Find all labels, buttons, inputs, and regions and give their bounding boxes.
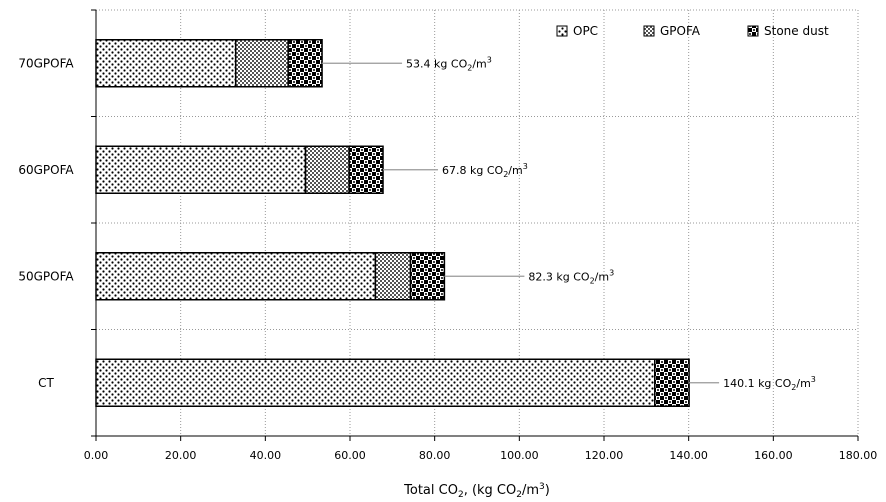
bar-segment-stone-dust xyxy=(654,358,690,407)
x-tick-label: 140.00 xyxy=(669,449,708,462)
y-category-label: 60GPOFA xyxy=(18,163,74,177)
annotation-label: 140.1 kg CO2/m3 xyxy=(723,375,816,392)
y-category-label: CT xyxy=(38,376,54,390)
bar-segment-gpofa xyxy=(304,145,350,194)
x-tick-label: 120.00 xyxy=(585,449,624,462)
x-tick-label: 80.00 xyxy=(419,449,451,462)
x-tick-label: 160.00 xyxy=(754,449,793,462)
bar-segment-stone-dust xyxy=(287,39,323,88)
bar-segment-stone-dust xyxy=(409,252,446,301)
bar-segment-gpofa xyxy=(374,252,412,301)
bar-segment-stone-dust xyxy=(348,145,384,194)
annotation-label: 67.8 kg CO2/m3 xyxy=(442,162,528,179)
x-tick-label: 100.00 xyxy=(500,449,539,462)
bar-segment-gpofa xyxy=(234,39,289,88)
legend-swatch xyxy=(556,25,568,37)
annotation-label: 53.4 kg CO2/m3 xyxy=(406,55,492,72)
bar-segment-opc xyxy=(95,145,307,194)
x-axis-title: Total CO2, (kg CO2/m3) xyxy=(403,482,550,500)
x-tick-label: 60.00 xyxy=(334,449,366,462)
legend-label: Stone dust xyxy=(764,24,829,38)
x-tick-label: 20.00 xyxy=(165,449,197,462)
x-tick-label: 0.00 xyxy=(84,449,109,462)
y-category-label: 70GPOFA xyxy=(18,56,74,70)
legend-swatch xyxy=(747,25,759,37)
bar-segment-opc xyxy=(95,358,656,407)
y-category-label: 50GPOFA xyxy=(18,269,74,283)
annotation-label: 82.3 kg CO2/m3 xyxy=(528,268,614,285)
bar-segment-opc xyxy=(95,39,237,88)
legend-swatch xyxy=(643,25,655,37)
legend-label: OPC xyxy=(573,24,598,38)
x-tick-label: 40.00 xyxy=(250,449,282,462)
x-tick-label: 180.00 xyxy=(839,449,878,462)
legend-label: GPOFA xyxy=(660,24,701,38)
bar-segment-opc xyxy=(95,252,377,301)
